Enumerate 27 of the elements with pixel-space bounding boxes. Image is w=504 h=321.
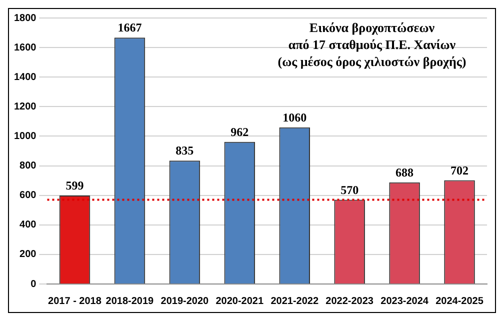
x-tick-label: 2022-2023 (326, 296, 374, 307)
y-tick-label: 600 (20, 190, 37, 202)
data-label: 599 (66, 178, 84, 192)
data-label: 1667 (118, 20, 142, 35)
text: Εικόνα βροχοπτώσεων από 17 σταθμούς Π.Ε. Χανίων (ως μέσος όρος χιλιοστών βροχής) (278, 20, 466, 69)
y-tick-label: 1800 (14, 12, 37, 24)
x-tick-label: 2020-2021 (216, 296, 264, 307)
x-tick-label: 2018-2019 (106, 296, 154, 307)
data-label: 688 (396, 165, 414, 180)
data-label: 835 (176, 144, 194, 158)
y-tick-label: 800 (20, 160, 37, 172)
x-tick-label: 2017 - 2018 (48, 296, 102, 307)
y-tick-label: 1400 (14, 72, 37, 83)
data-label: 1060 (282, 110, 307, 124)
x-tick-label: 2024-2025 (436, 296, 484, 307)
y-tick-label: 1200 (14, 101, 37, 112)
y-tick-label: 0 (30, 278, 37, 290)
y-tick-label: 400 (20, 220, 37, 231)
data-label: 702 (450, 163, 469, 178)
x-tick-label: 2021-2022 (270, 296, 319, 307)
y-tick-label: 200 (20, 249, 37, 260)
data-label: 570 (340, 182, 359, 197)
x-tick-label: 2019-2020 (160, 296, 210, 307)
x-tick-label: 2023-2024 (380, 296, 429, 307)
data-label: 962 (230, 124, 249, 139)
y-tick-label: 1000 (14, 130, 37, 142)
y-tick-label: 1600 (14, 42, 37, 54)
